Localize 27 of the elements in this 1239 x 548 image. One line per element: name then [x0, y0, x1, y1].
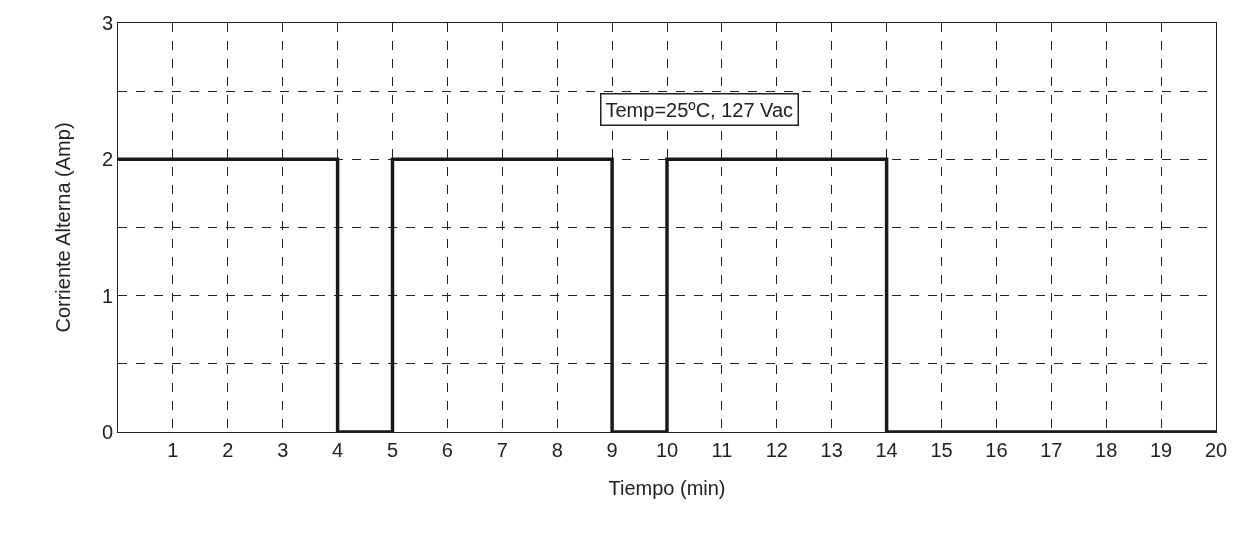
x-tick-label: 9 [606, 439, 618, 461]
x-tick-label: 16 [985, 439, 1008, 461]
x-tick-label: 14 [875, 439, 898, 461]
y-tick-label: 1 [101, 284, 113, 307]
x-tick-label: 8 [551, 439, 563, 461]
x-tick-label: 6 [441, 439, 453, 461]
x-tick-label: 1 [167, 439, 179, 461]
x-tick-label: 12 [765, 439, 788, 461]
x-tick-label: 15 [930, 439, 953, 461]
x-tick-label: 3 [277, 439, 289, 461]
x-tick-label: 13 [820, 439, 843, 461]
x-tick-label: 7 [496, 439, 508, 461]
x-tick-label: 10 [655, 439, 679, 461]
x-tick-label: 11 [711, 439, 733, 461]
x-tick-label: 2 [222, 439, 234, 461]
x-tick-label: 18 [1095, 439, 1118, 461]
x-tick-label: 19 [1149, 439, 1173, 461]
y-axis-title: Corriente Alterna (Amp) [52, 122, 75, 333]
y-tick-label: 2 [101, 148, 113, 171]
x-tick-label: 4 [332, 439, 344, 461]
x-axis-title: Tiempo (min) [608, 476, 726, 499]
y-tick-label: 3 [101, 12, 113, 34]
x-tick-label: 17 [1040, 439, 1063, 461]
y-tick-label: 0 [101, 421, 113, 443]
x-tick-label: 20 [1204, 439, 1228, 461]
x-tick-label: 5 [386, 439, 399, 461]
annotation: Temp=25ºC, 127 Vac [605, 98, 794, 121]
